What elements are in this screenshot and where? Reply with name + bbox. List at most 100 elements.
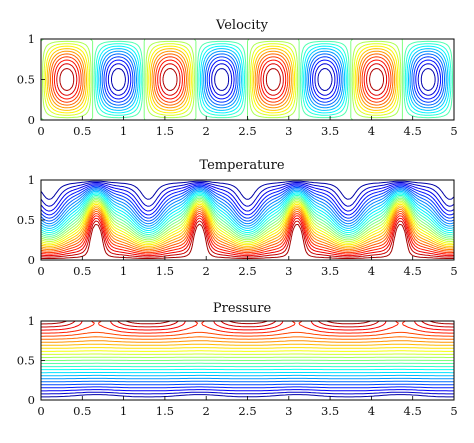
contour-line — [111, 68, 436, 91]
contour-line — [105, 59, 442, 100]
contour-line — [41, 320, 454, 334]
contour-line — [40, 212, 455, 254]
contour-line — [40, 207, 455, 249]
contour-line — [40, 200, 455, 243]
contour-line — [96, 45, 450, 114]
x-tick-label: 1 — [120, 124, 127, 138]
contour-line — [41, 380, 454, 383]
contour-line — [51, 56, 392, 103]
contour-line — [40, 208, 455, 251]
x-tick-label: 3 — [285, 124, 292, 138]
x-tick-label: 1 — [120, 264, 127, 278]
contour-line — [40, 183, 455, 212]
x-tick-label: 4 — [368, 264, 375, 278]
x-tick-label: 4.5 — [404, 404, 422, 418]
x-tick-label: 2.5 — [238, 124, 256, 138]
x-tick-label: 2 — [203, 124, 210, 138]
contour-line — [40, 220, 454, 258]
contour-line — [40, 202, 455, 244]
contour-line — [40, 215, 455, 255]
contour-line — [40, 189, 455, 227]
contour-line — [56, 63, 388, 96]
contour-line — [40, 196, 455, 237]
contour-line — [41, 331, 454, 337]
contour-line — [40, 185, 455, 219]
axis-ticks-temperature: 0 0.5 1 1.5 2 2.5 3 3.5 4 4.5 5 0 0.5 1 — [17, 173, 458, 278]
x-tick-label: 0.5 — [73, 264, 91, 278]
x-tick-label: 2.5 — [238, 404, 256, 418]
x-tick-label: 5 — [450, 264, 457, 278]
y-tick-label: 0 — [28, 253, 35, 267]
contour-line — [98, 48, 449, 111]
contour-plot-temperature — [40, 179, 455, 261]
y-tick-label: 0.5 — [17, 354, 35, 368]
contour-line — [40, 199, 455, 241]
x-tick-label: 4 — [368, 124, 375, 138]
contour-line — [40, 192, 455, 231]
contour-line — [50, 53, 394, 106]
contour-line — [45, 45, 399, 114]
x-tick-label: 1 — [120, 404, 127, 418]
panel-title: Velocity — [215, 18, 269, 33]
y-tick-label: 1 — [28, 314, 35, 328]
contour-line — [40, 184, 455, 216]
contour-line — [41, 389, 454, 392]
contour-line — [40, 180, 455, 200]
contour-line — [40, 205, 455, 247]
contour-line — [48, 50, 396, 109]
panel-temperature: Temperature 0 0.5 1 1.5 2 2.5 3 3.5 4 4.5 5 0 0.5 1 — [17, 158, 458, 278]
x-tick-label: 3.5 — [321, 404, 339, 418]
x-tick-label: 0 — [37, 264, 44, 278]
contour-line — [40, 197, 455, 239]
contour-line — [53, 59, 390, 100]
axis-ticks-velocity: 0 0.5 1 1.5 2 2.5 3 3.5 4 4.5 5 0 0.5 1 — [17, 32, 458, 138]
x-tick-label: 3 — [285, 264, 292, 278]
x-tick-label: 0 — [37, 124, 44, 138]
y-tick-label: 1 — [28, 32, 35, 46]
contour-line — [41, 336, 454, 340]
panel-pressure: Pressure 0 0.5 1 1.5 2 2.5 3 3.5 4 4.5 5 0 0.5 1 — [17, 301, 458, 418]
y-tick-label: 0.5 — [17, 213, 35, 227]
y-tick-label: 1 — [28, 173, 35, 187]
contour-line — [41, 386, 454, 389]
contour-line — [40, 190, 455, 229]
x-tick-label: 0.5 — [73, 404, 91, 418]
contour-line — [40, 193, 455, 233]
contour-line — [59, 68, 384, 91]
x-tick-label: 3 — [285, 404, 292, 418]
x-tick-label: 0.5 — [73, 124, 91, 138]
contour-line — [95, 43, 452, 116]
contour-line — [101, 53, 445, 106]
contour-line — [40, 223, 454, 259]
contour-line — [99, 50, 447, 109]
x-tick-label: 3.5 — [321, 124, 339, 138]
x-tick-label: 1.5 — [156, 264, 174, 278]
contour-line — [93, 40, 453, 119]
contour-line — [41, 391, 454, 395]
contour-line — [40, 210, 455, 252]
contour-line — [40, 187, 455, 222]
x-tick-label: 2.5 — [238, 264, 256, 278]
panel-title: Temperature — [199, 158, 284, 173]
contour-line — [46, 48, 397, 111]
contour-line — [40, 188, 455, 225]
contour-line — [40, 194, 455, 235]
x-tick-label: 5 — [450, 124, 457, 138]
contour-line — [40, 320, 455, 325]
x-tick-label: 4.5 — [404, 264, 422, 278]
x-tick-label: 2 — [203, 404, 210, 418]
x-tick-label: 4.5 — [404, 124, 422, 138]
contour-line — [40, 203, 455, 246]
contour-line — [41, 347, 454, 349]
x-tick-label: 2 — [203, 264, 210, 278]
contour-line — [41, 320, 455, 331]
contour-line — [41, 343, 454, 346]
contour-line — [40, 217, 455, 257]
x-tick-label: 3.5 — [321, 264, 339, 278]
contour-line — [103, 56, 444, 103]
contour-line — [107, 63, 439, 96]
contour-plot-pressure — [40, 320, 455, 401]
contour-line — [41, 350, 454, 352]
contour-line — [41, 383, 454, 386]
contour-line — [41, 394, 454, 398]
